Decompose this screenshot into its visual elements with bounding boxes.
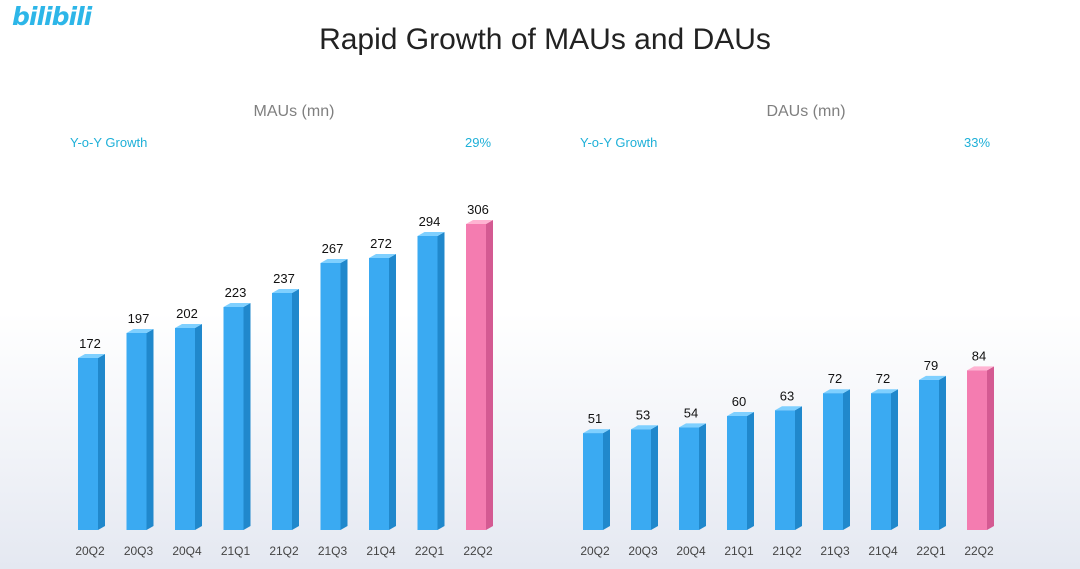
mau-yoy-label: Y-o-Y Growth: [70, 135, 148, 150]
dau-category-label: 20Q2: [580, 544, 610, 558]
dau-category-label: 21Q4: [868, 544, 898, 558]
dau-category-label: 20Q3: [628, 544, 658, 558]
dau-category-label: 21Q1: [724, 544, 754, 558]
mau-category-label: 20Q2: [75, 544, 105, 558]
mau-chart-title: MAUs (mn): [253, 103, 335, 120]
dau-bar-21Q2: [775, 406, 802, 530]
mau-category-label: 21Q4: [366, 544, 396, 558]
dau-value-label: 72: [876, 371, 890, 386]
mau-bar-22Q2: [466, 220, 493, 530]
mau-value-label: 197: [128, 311, 150, 326]
mau-category-label: 21Q3: [318, 544, 348, 558]
mau-value-label: 306: [467, 202, 489, 217]
mau-value-label: 267: [322, 241, 344, 256]
mau-category-label: 22Q2: [463, 544, 493, 558]
dau-category-label: 22Q1: [916, 544, 946, 558]
mau-value-label: 202: [176, 306, 198, 321]
bilibili-logo: bilibili: [12, 2, 92, 31]
dau-value-label: 54: [684, 405, 698, 420]
dau-value-label: 72: [828, 371, 842, 386]
dau-category-label: 20Q4: [676, 544, 706, 558]
mau-category-label: 21Q1: [221, 544, 251, 558]
dau-category-label: 22Q2: [964, 544, 994, 558]
mau-value-label: 237: [273, 271, 295, 286]
dau-value-label: 53: [636, 407, 650, 422]
mau-bar-21Q1: [223, 303, 251, 530]
mau-bar-chart: 172 20Q2 197 20Q3 202 20Q4 223 21Q1 237 21Q2 267 21…: [75, 202, 493, 558]
dau-value-label: 60: [732, 394, 746, 409]
mau-value-label: 294: [419, 214, 441, 229]
mau-bar-22Q1: [417, 232, 445, 530]
dau-bar-21Q3: [823, 389, 850, 530]
dau-bar-22Q1: [919, 375, 946, 530]
dau-category-label: 21Q3: [820, 544, 850, 558]
mau-value-label: 272: [370, 236, 392, 251]
mau-bar-21Q2: [272, 289, 299, 530]
mau-bar-21Q4: [369, 254, 396, 530]
mau-category-label: 20Q4: [172, 544, 202, 558]
page-title: Rapid Growth of MAUs and DAUs: [319, 23, 771, 56]
dau-value-label: 63: [780, 388, 794, 403]
dau-bar-chart: 51 20Q2 53 20Q3 54 20Q4 60 21Q1 63 21Q2 72 21Q3 72 21…: [580, 348, 994, 558]
dau-bar-20Q3: [631, 425, 658, 530]
dau-value-label: 84: [972, 348, 986, 363]
dau-bar-20Q2: [583, 429, 610, 530]
mau-category-label: 22Q1: [415, 544, 445, 558]
dau-category-label: 21Q2: [772, 544, 802, 558]
dau-value-label: 79: [924, 358, 938, 373]
dau-bar-21Q4: [871, 389, 898, 530]
dau-bar-20Q4: [679, 423, 706, 530]
mau-yoy-value: 29%: [465, 135, 492, 150]
dau-yoy-label: Y-o-Y Growth: [580, 135, 658, 150]
mau-category-label: 21Q2: [269, 544, 299, 558]
mau-category-label: 20Q3: [124, 544, 154, 558]
dau-chart-title: DAUs (mn): [766, 103, 846, 120]
mau-bar-20Q4: [175, 324, 202, 530]
dau-value-label: 51: [588, 411, 602, 426]
mau-bar-20Q2: [78, 354, 105, 530]
mau-bar-20Q3: [126, 329, 154, 530]
dau-bar-22Q2: [967, 366, 994, 530]
mau-value-label: 223: [225, 285, 247, 300]
dau-yoy-value: 33%: [964, 135, 991, 150]
mau-bar-21Q3: [320, 259, 348, 530]
dau-bar-21Q1: [727, 412, 754, 530]
mau-value-label: 172: [79, 336, 101, 351]
